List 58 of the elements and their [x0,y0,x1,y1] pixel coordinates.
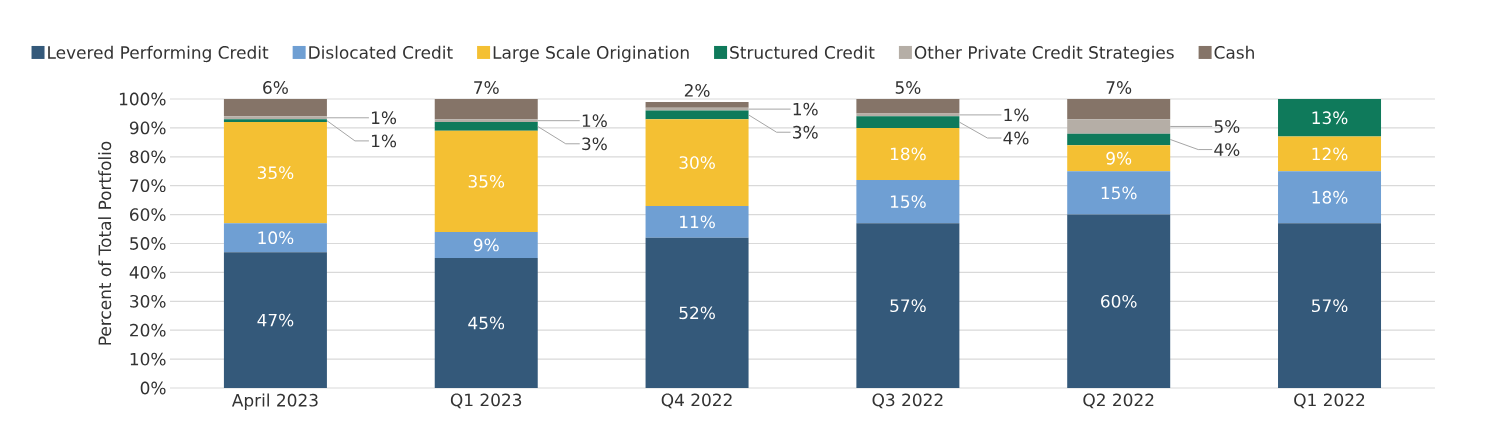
y-axis-title: Percent of Total Portfolio [98,141,112,345]
data-label: 35% [257,166,294,180]
x-tick-label: Q1 2022 [1294,393,1365,409]
data-label: 4% [1214,143,1240,156]
x-tick-label: Q4 2022 [661,393,732,409]
data-label: 1% [371,134,397,148]
data-label: 52% [679,306,715,320]
y-tick-label: 60% [130,208,166,221]
data-label: 18% [890,147,926,161]
data-label: 1% [1004,108,1029,122]
data-label: 11% [680,215,715,229]
legend-label: Cash [1214,45,1254,59]
y-tick-label: 90% [129,121,166,135]
data-label: 2% [684,83,710,97]
data-label: 12% [1312,147,1348,161]
legend-label: Levered Performing Credit [48,45,269,63]
x-tick-label: April 2023 [231,393,318,410]
y-tick-label: 30% [130,294,166,308]
data-label: 1% [582,114,607,128]
data-label: 60% [1101,294,1137,308]
data-label: 57% [1312,299,1348,313]
legend-label: Large Scale Origination [493,45,689,63]
data-label: 15% [1101,186,1137,200]
y-tick-label: 50% [130,237,166,250]
data-label: 3% [793,125,818,139]
data-label: 9% [473,238,499,252]
data-label: 18% [1312,190,1348,204]
data-label: 6% [263,81,288,94]
y-tick-label: 70% [130,179,166,193]
x-tick-label: Q1 2023 [450,393,522,409]
data-label: 7% [1106,81,1132,94]
x-tick-label: Q2 2022 [1083,393,1154,409]
legend-label: Other Private Credit Strategies [914,45,1174,63]
data-label: 30% [679,156,715,169]
data-label: 9% [1106,151,1132,165]
y-tick-label: 80% [130,150,166,164]
x-tick-label: Q3 2022 [872,393,943,409]
data-label: 7% [474,81,499,94]
legend-label: Dislocated Credit [309,45,453,59]
data-label: 13% [1312,111,1348,125]
data-label: 15% [890,195,926,208]
data-label: 35% [468,174,505,188]
y-tick-label: 10% [130,352,166,366]
y-tick-label: 40% [129,265,166,279]
data-label: 5% [1214,120,1240,133]
data-label: 1% [371,111,397,125]
data-label: 45% [468,316,505,330]
data-label: 10% [258,231,294,245]
y-tick-label: 100% [119,92,166,106]
legend-label: Structured Credit [730,45,875,59]
data-label: 47% [257,313,294,327]
data-label: 4% [1003,131,1029,145]
y-tick-label: 0% [140,381,166,395]
data-label: 1% [793,102,818,116]
data-label: 57% [890,299,926,313]
data-label: 5% [895,81,921,94]
y-tick-label: 20% [130,323,166,337]
data-label: 3% [582,137,607,151]
